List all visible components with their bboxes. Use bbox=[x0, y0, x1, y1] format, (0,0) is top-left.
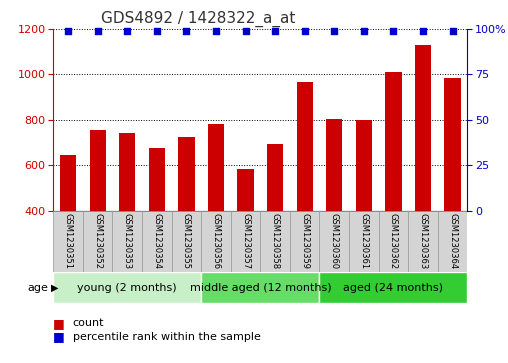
Text: GSM1230362: GSM1230362 bbox=[389, 213, 398, 269]
FancyBboxPatch shape bbox=[378, 211, 408, 272]
Point bbox=[241, 28, 249, 34]
Bar bbox=[444, 78, 461, 301]
Text: GSM1230363: GSM1230363 bbox=[419, 213, 428, 269]
Bar bbox=[208, 124, 224, 301]
FancyBboxPatch shape bbox=[438, 211, 467, 272]
Text: GSM1230352: GSM1230352 bbox=[93, 213, 102, 269]
Text: GSM1230353: GSM1230353 bbox=[123, 213, 132, 269]
Text: young (2 months): young (2 months) bbox=[77, 283, 177, 293]
Point bbox=[419, 28, 427, 34]
Text: GSM1230357: GSM1230357 bbox=[241, 213, 250, 269]
Bar bbox=[60, 155, 76, 301]
Text: GSM1230356: GSM1230356 bbox=[211, 213, 220, 269]
FancyBboxPatch shape bbox=[320, 211, 349, 272]
Bar bbox=[149, 148, 165, 301]
Bar bbox=[297, 82, 313, 301]
Text: GSM1230364: GSM1230364 bbox=[448, 213, 457, 269]
Text: GSM1230359: GSM1230359 bbox=[300, 213, 309, 269]
Text: ▶: ▶ bbox=[51, 283, 58, 293]
Point bbox=[123, 28, 132, 34]
Bar bbox=[178, 137, 195, 301]
Point bbox=[271, 28, 279, 34]
Point bbox=[182, 28, 190, 34]
FancyBboxPatch shape bbox=[83, 211, 112, 272]
FancyBboxPatch shape bbox=[201, 211, 231, 272]
Bar bbox=[385, 72, 401, 301]
Bar bbox=[119, 133, 136, 301]
Bar bbox=[415, 45, 431, 301]
Text: GDS4892 / 1428322_a_at: GDS4892 / 1428322_a_at bbox=[101, 11, 296, 27]
Text: GSM1230354: GSM1230354 bbox=[152, 213, 162, 269]
FancyBboxPatch shape bbox=[112, 211, 142, 272]
FancyBboxPatch shape bbox=[142, 211, 172, 272]
Point bbox=[330, 28, 338, 34]
FancyBboxPatch shape bbox=[172, 211, 201, 272]
Text: GSM1230358: GSM1230358 bbox=[271, 213, 279, 269]
Point bbox=[153, 28, 161, 34]
Text: GSM1230351: GSM1230351 bbox=[64, 213, 73, 269]
Bar bbox=[326, 119, 342, 301]
Text: aged (24 months): aged (24 months) bbox=[343, 283, 443, 293]
Text: GSM1230360: GSM1230360 bbox=[330, 213, 339, 269]
FancyBboxPatch shape bbox=[231, 211, 261, 272]
FancyBboxPatch shape bbox=[53, 211, 83, 272]
FancyBboxPatch shape bbox=[53, 272, 201, 303]
Bar bbox=[89, 130, 106, 301]
FancyBboxPatch shape bbox=[408, 211, 438, 272]
Text: middle aged (12 months): middle aged (12 months) bbox=[189, 283, 331, 293]
Point bbox=[449, 28, 457, 34]
Point bbox=[93, 28, 102, 34]
Point bbox=[360, 28, 368, 34]
FancyBboxPatch shape bbox=[320, 272, 467, 303]
FancyBboxPatch shape bbox=[201, 272, 320, 303]
FancyBboxPatch shape bbox=[290, 211, 320, 272]
Bar bbox=[356, 120, 372, 301]
Bar bbox=[237, 168, 253, 301]
Point bbox=[212, 28, 220, 34]
Text: ■: ■ bbox=[53, 317, 65, 330]
Point bbox=[301, 28, 309, 34]
Point bbox=[64, 28, 72, 34]
Bar bbox=[267, 144, 283, 301]
Text: count: count bbox=[73, 318, 104, 328]
Text: percentile rank within the sample: percentile rank within the sample bbox=[73, 331, 261, 342]
Text: age: age bbox=[27, 283, 48, 293]
Text: GSM1230361: GSM1230361 bbox=[359, 213, 368, 269]
Text: GSM1230355: GSM1230355 bbox=[182, 213, 191, 269]
FancyBboxPatch shape bbox=[349, 211, 378, 272]
FancyBboxPatch shape bbox=[261, 211, 290, 272]
Text: ■: ■ bbox=[53, 330, 65, 343]
Point bbox=[389, 28, 397, 34]
